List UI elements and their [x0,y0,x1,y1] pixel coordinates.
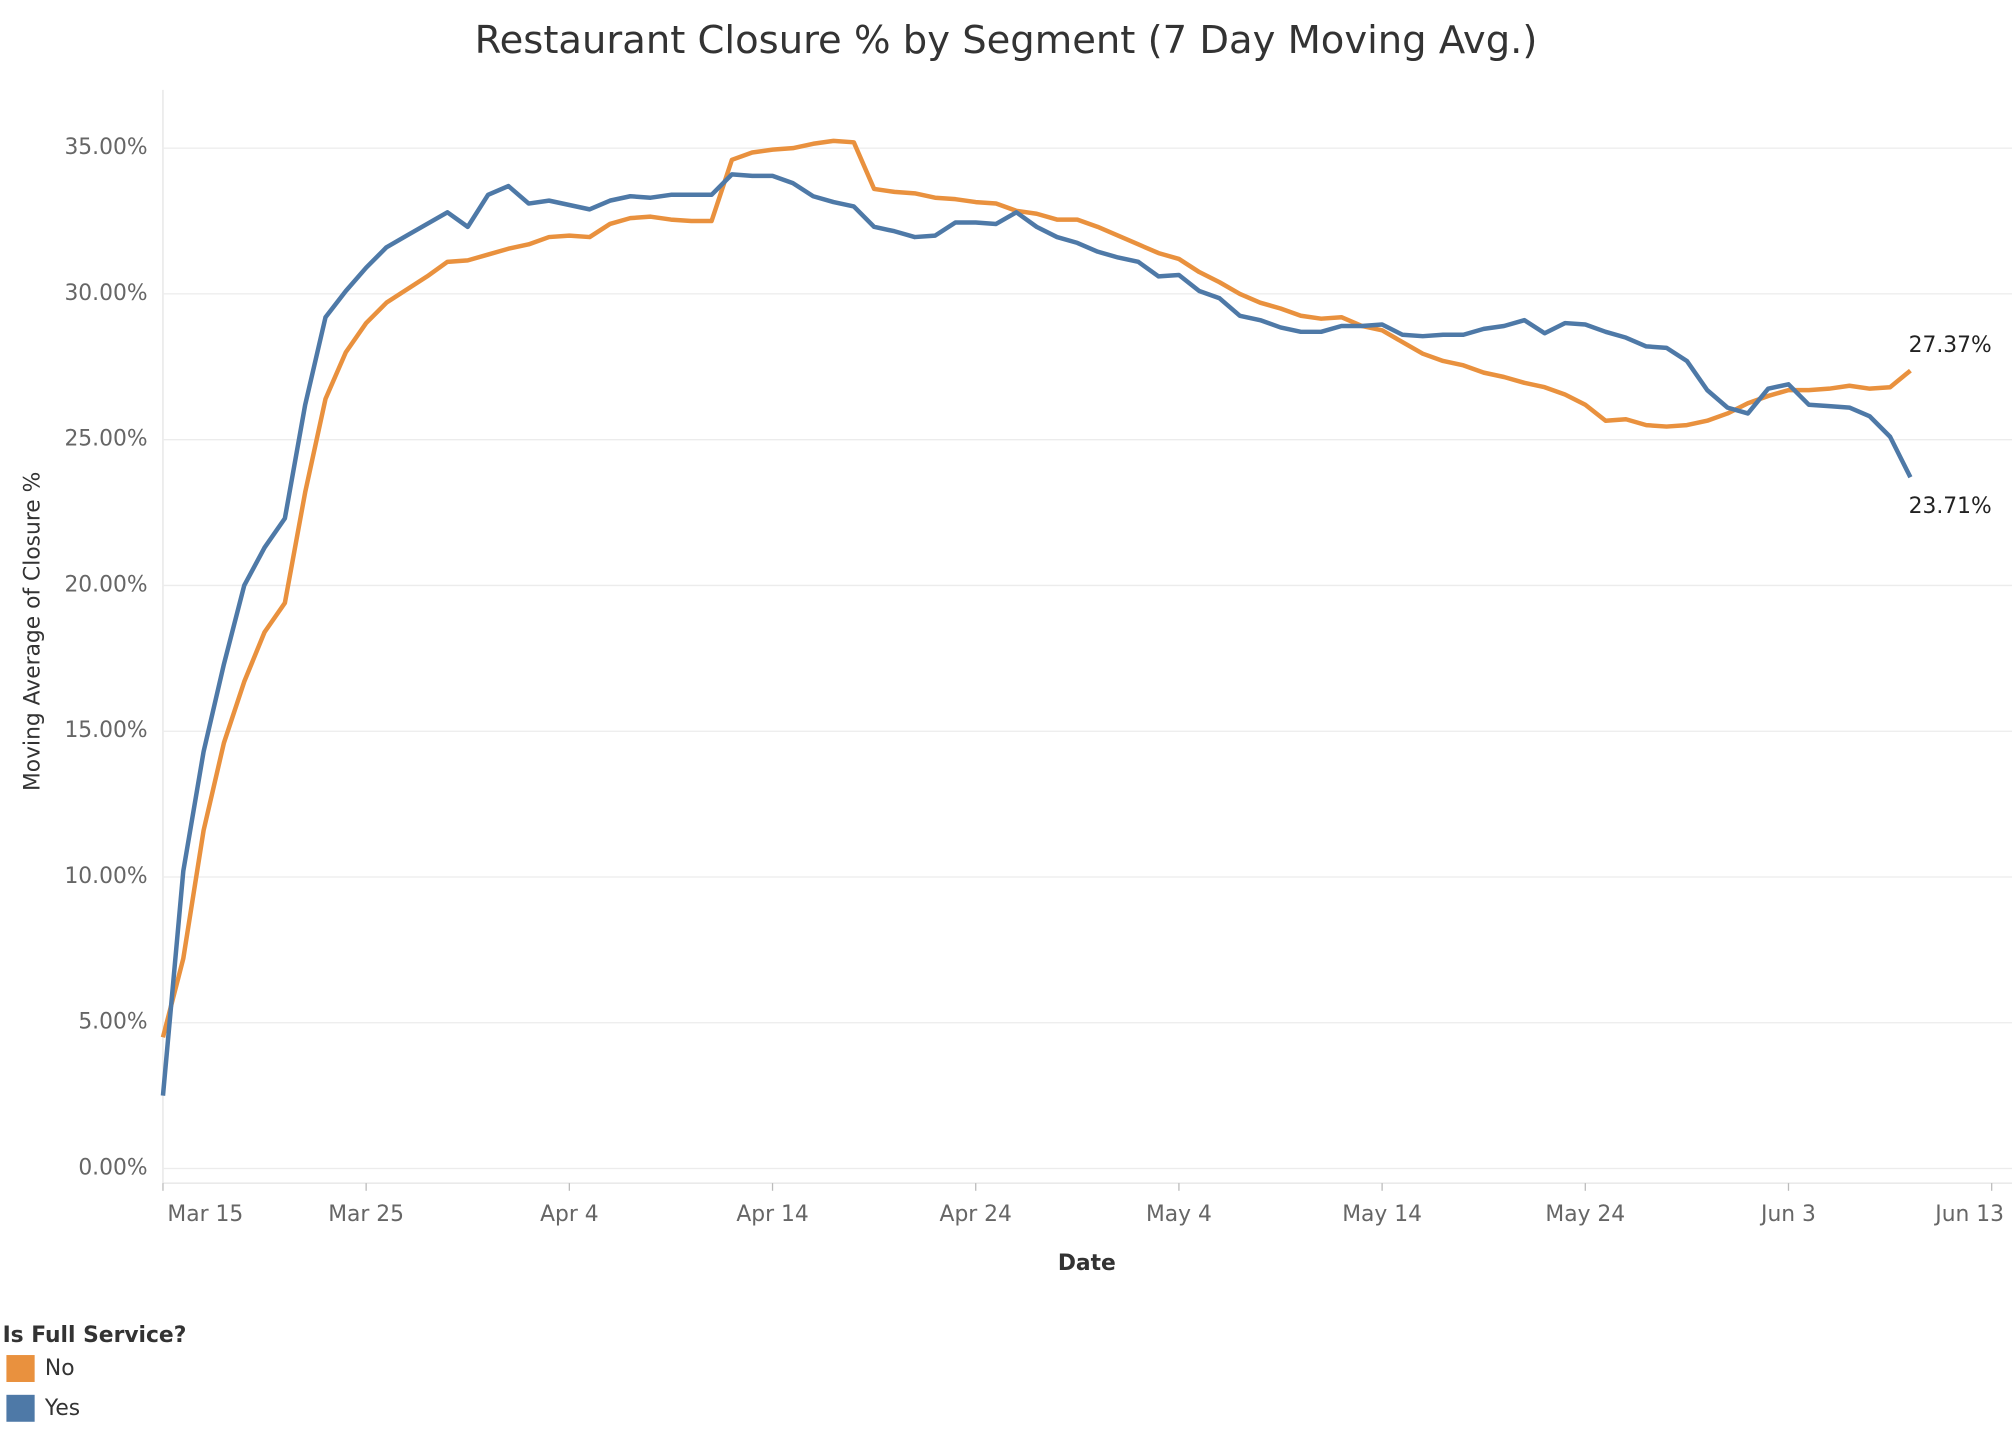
legend-title: Is Full Service? [3,1323,187,1348]
chart-title: Restaurant Closure % by Segment (7 Day M… [475,18,1538,63]
y-tick-label: 15.00% [64,718,147,743]
x-tick-label: May 4 [1146,1202,1212,1227]
x-tick-label: May 14 [1342,1202,1422,1227]
y-tick-label: 25.00% [64,427,147,452]
x-tick-label: Jun 3 [1759,1202,1816,1227]
series-line [160,138,1912,1038]
y-tick-label: 20.00% [64,572,147,597]
x-tick-label: Apr 14 [736,1202,808,1227]
legend-label: No [45,1356,75,1381]
y-axis-label: Moving Average of Closure % [20,472,45,791]
legend-swatch [6,1355,35,1382]
y-tick-label: 30.00% [64,281,147,306]
data-label: 23.71% [1909,494,1992,519]
series-line [160,172,1913,1096]
y-tick-label: 0.00% [78,1156,147,1181]
x-tick-label: Jun 13 [1933,1202,2004,1227]
x-axis-label: Date [1058,1251,1116,1276]
y-tick-label: 35.00% [64,135,147,160]
legend-swatch [6,1394,35,1422]
y-tick-label: 10.00% [64,864,147,889]
y-tick-label: 5.00% [78,1010,147,1035]
x-tick-label: Apr 4 [540,1202,599,1227]
x-tick-label: May 24 [1545,1202,1625,1227]
data-label: 27.37% [1909,333,1992,358]
x-tick-label: Mar 15 [167,1202,243,1227]
x-tick-label: Mar 25 [328,1202,404,1227]
x-tick-label: Apr 24 [940,1202,1012,1227]
legend-label: Yes [44,1396,80,1421]
